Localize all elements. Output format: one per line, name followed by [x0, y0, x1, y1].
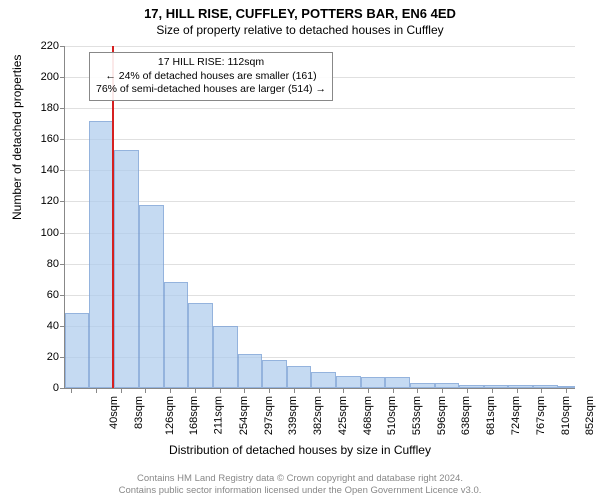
- x-tick-label: 553sqm: [411, 396, 423, 435]
- y-tick-mark: [60, 77, 65, 78]
- y-tick-mark: [60, 139, 65, 140]
- histogram-bar: [459, 385, 484, 388]
- x-tick-label: 168sqm: [188, 396, 200, 435]
- y-tick-mark: [60, 233, 65, 234]
- footer-line: Contains HM Land Registry data © Crown c…: [0, 473, 600, 484]
- histogram-bar: [508, 385, 533, 388]
- x-tick-mark: [170, 388, 171, 393]
- annotation-line: ← 24% of detached houses are smaller (16…: [96, 70, 326, 84]
- x-tick-mark: [417, 388, 418, 393]
- histogram-bar: [361, 377, 386, 388]
- y-tick-mark: [60, 264, 65, 265]
- histogram-bar: [213, 326, 238, 388]
- x-tick-label: 638sqm: [461, 396, 473, 435]
- histogram-bar: [385, 377, 409, 388]
- x-tick-mark: [517, 388, 518, 393]
- x-tick-mark: [442, 388, 443, 393]
- x-tick-label: 510sqm: [386, 396, 398, 435]
- x-tick-label: 382sqm: [312, 396, 324, 435]
- gridline: [65, 139, 575, 140]
- x-tick-label: 468sqm: [362, 396, 374, 435]
- histogram-bar: [89, 121, 114, 388]
- x-tick-mark: [566, 388, 567, 393]
- histogram-bar: [238, 354, 262, 388]
- y-tick-mark: [60, 170, 65, 171]
- gridline: [65, 201, 575, 202]
- x-tick-mark: [195, 388, 196, 393]
- x-tick-label: 40sqm: [108, 396, 120, 429]
- gridline: [65, 108, 575, 109]
- footer-line: Contains public sector information licen…: [0, 485, 600, 496]
- page-subtitle: Size of property relative to detached ho…: [0, 21, 600, 37]
- chart-container: 17, HILL RISE, CUFFLEY, POTTERS BAR, EN6…: [0, 0, 600, 500]
- x-tick-label: 810sqm: [560, 396, 572, 435]
- x-tick-label: 339sqm: [287, 396, 299, 435]
- x-tick-mark: [269, 388, 270, 393]
- x-tick-mark: [294, 388, 295, 393]
- histogram-bar: [435, 383, 459, 388]
- histogram-bar: [65, 313, 89, 388]
- histogram-bar: [262, 360, 287, 388]
- x-tick-mark: [541, 388, 542, 393]
- histogram-chart: 02040608010012014016018020022040sqm83sqm…: [64, 46, 575, 389]
- y-axis-label: Number of detached properties: [10, 55, 24, 220]
- x-tick-mark: [492, 388, 493, 393]
- y-tick-mark: [60, 388, 65, 389]
- x-tick-mark: [220, 388, 221, 393]
- x-tick-mark: [71, 388, 72, 393]
- x-tick-mark: [368, 388, 369, 393]
- x-tick-label: 254sqm: [238, 396, 250, 435]
- x-tick-mark: [145, 388, 146, 393]
- x-tick-mark: [121, 388, 122, 393]
- gridline: [65, 170, 575, 171]
- histogram-bar: [336, 376, 360, 388]
- annotation-line: 76% of semi-detached houses are larger (…: [96, 83, 326, 97]
- histogram-bar: [410, 383, 435, 388]
- y-tick-mark: [60, 46, 65, 47]
- y-tick-mark: [60, 108, 65, 109]
- x-tick-label: 596sqm: [436, 396, 448, 435]
- x-tick-label: 767sqm: [535, 396, 547, 435]
- histogram-bar: [484, 385, 508, 388]
- x-tick-label: 297sqm: [263, 396, 275, 435]
- x-tick-mark: [393, 388, 394, 393]
- x-axis-label: Distribution of detached houses by size …: [0, 443, 600, 457]
- gridline: [65, 46, 575, 47]
- histogram-bar: [287, 366, 311, 388]
- x-tick-mark: [319, 388, 320, 393]
- x-tick-label: 681sqm: [485, 396, 497, 435]
- histogram-bar: [114, 150, 139, 388]
- x-tick-label: 211sqm: [212, 396, 224, 434]
- histogram-bar: [188, 303, 212, 389]
- histogram-bar: [139, 205, 163, 388]
- histogram-bar: [533, 385, 557, 388]
- x-tick-label: 724sqm: [510, 396, 522, 435]
- y-tick-mark: [60, 201, 65, 202]
- page-title: 17, HILL RISE, CUFFLEY, POTTERS BAR, EN6…: [0, 0, 600, 21]
- x-tick-mark: [343, 388, 344, 393]
- x-tick-mark: [96, 388, 97, 393]
- histogram-bar: [164, 282, 189, 388]
- x-tick-label: 852sqm: [585, 396, 597, 435]
- x-tick-label: 126sqm: [164, 396, 176, 435]
- x-tick-mark: [467, 388, 468, 393]
- x-tick-label: 425sqm: [337, 396, 349, 435]
- x-tick-label: 83sqm: [133, 396, 145, 429]
- y-tick-mark: [60, 295, 65, 296]
- footer-attribution: Contains HM Land Registry data © Crown c…: [0, 473, 600, 496]
- annotation-line: 17 HILL RISE: 112sqm: [96, 56, 326, 70]
- histogram-bar: [311, 372, 336, 388]
- x-tick-mark: [244, 388, 245, 393]
- annotation-box: 17 HILL RISE: 112sqm ← 24% of detached h…: [89, 52, 333, 101]
